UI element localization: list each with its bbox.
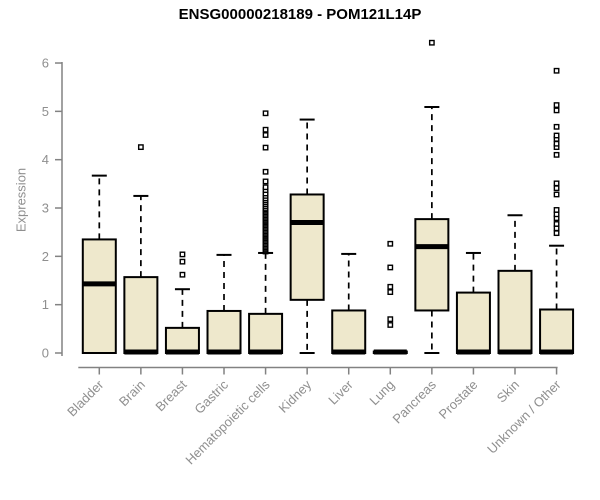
outlier-point — [387, 322, 394, 328]
x-category-label: Unknown / Other — [484, 377, 564, 457]
y-tick-label: 4 — [42, 152, 49, 167]
outlier-point — [387, 283, 394, 290]
box-brain — [123, 276, 159, 354]
outlier-point — [553, 132, 560, 139]
outlier-point — [553, 230, 560, 237]
x-category-label: Skin — [494, 377, 522, 405]
outlier-point — [553, 107, 560, 114]
outlier-point — [179, 258, 186, 265]
outlier-point — [553, 180, 560, 187]
outlier-point — [387, 240, 394, 247]
x-category-label: Lung — [366, 377, 397, 408]
outlier-point — [387, 289, 394, 296]
x-category-label: Prostate — [436, 377, 481, 422]
outlier-point — [553, 221, 560, 227]
outlier-point — [553, 207, 560, 213]
x-category-label: Brain — [116, 377, 148, 409]
outlier-point — [262, 110, 269, 117]
x-category-label: Bladder — [64, 377, 107, 420]
outlier-point — [262, 178, 269, 185]
box-gastric — [206, 309, 242, 355]
box-hematopoietic-cells — [248, 312, 284, 354]
box-unknown-other — [539, 308, 575, 354]
outlier-point — [262, 126, 269, 133]
outlier-point — [553, 140, 560, 147]
x-category-label: Gastric — [191, 377, 231, 417]
x-category-label: Kidney — [276, 377, 315, 416]
outlier-point — [553, 102, 560, 108]
outlier-point — [387, 264, 394, 271]
box-breast — [164, 326, 200, 355]
outlier-point — [553, 191, 560, 198]
chart-title: ENSG00000218189 - POM121L14P — [178, 6, 422, 23]
outlier-point — [179, 271, 186, 278]
y-tick-label: 3 — [42, 201, 49, 216]
box-liver — [331, 309, 367, 355]
x-category-label: Breast — [152, 377, 189, 414]
x-category-label: Liver — [325, 377, 356, 408]
outlier-point — [553, 151, 560, 158]
box-bladder — [81, 238, 117, 354]
outlier-point — [262, 144, 269, 151]
outlier-point — [262, 132, 269, 138]
y-tick-label: 1 — [42, 297, 49, 312]
outlier-point — [262, 168, 269, 175]
box-prostate — [455, 291, 491, 354]
outlier-point — [553, 67, 560, 74]
outlier-point — [137, 144, 144, 151]
outlier-point — [387, 316, 394, 323]
box-kidney — [289, 193, 325, 301]
outlier-point — [553, 185, 560, 192]
box-skin — [497, 269, 533, 354]
box-pancreas — [414, 218, 450, 312]
outlier-point — [428, 39, 435, 46]
y-tick-label: 0 — [42, 346, 49, 361]
y-tick-label: 2 — [42, 249, 49, 264]
y-tick-label: 5 — [42, 104, 49, 119]
outlier-point — [553, 123, 560, 130]
x-category-label: Pancreas — [390, 377, 440, 427]
outlier-point — [262, 184, 269, 191]
outlier-point — [179, 251, 186, 258]
y-tick-label: 6 — [42, 56, 49, 71]
